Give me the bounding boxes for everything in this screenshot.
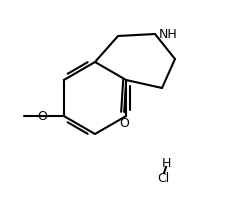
Text: Cl: Cl bbox=[157, 172, 169, 185]
Text: NH: NH bbox=[159, 28, 178, 41]
Text: O: O bbox=[37, 110, 47, 123]
Text: O: O bbox=[119, 116, 129, 129]
Text: H: H bbox=[161, 157, 171, 170]
